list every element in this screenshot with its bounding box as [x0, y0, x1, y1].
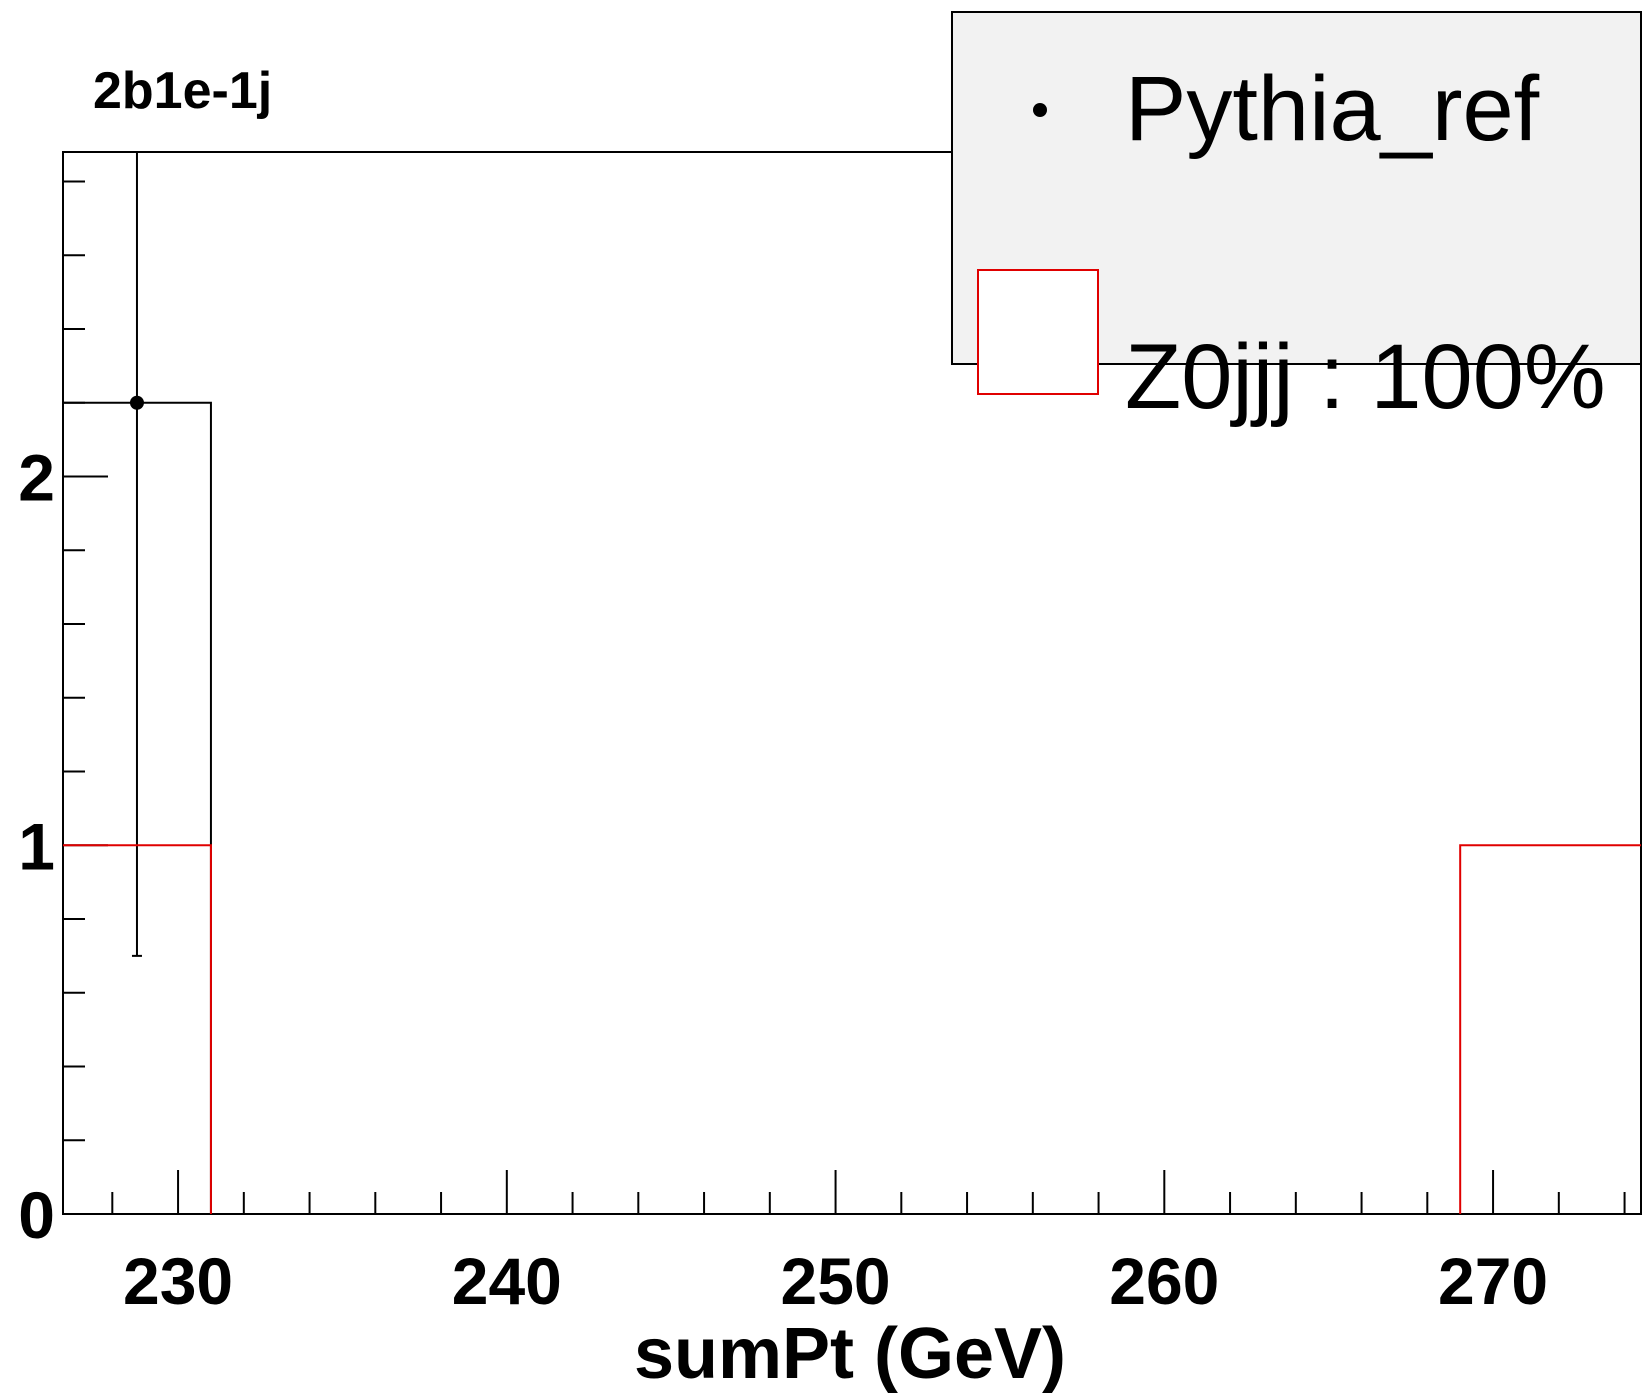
chart-title: 2b1e-1j — [93, 62, 272, 120]
z0jjj-histogram-bin — [63, 844, 212, 1214]
plot-layer: 230 240 250 260 270 0 1 2 — [18, 151, 1642, 1318]
x-tick-label: 270 — [1438, 1244, 1548, 1318]
legend-label: Pythia_ref — [1125, 58, 1540, 160]
x-tick-label: 260 — [1109, 1244, 1219, 1318]
legend-label: Z0jjj : 100% — [1125, 326, 1606, 428]
z0jjj-histogram-bin — [1459, 844, 1641, 1214]
x-tick-label: 250 — [781, 1244, 891, 1318]
legend-marker-icon — [1033, 103, 1047, 117]
y-tick-label: 2 — [18, 441, 55, 515]
pythia-ref-point — [129, 395, 144, 410]
x-tick-label: 230 — [123, 1244, 233, 1318]
legend-box-icon — [977, 269, 1099, 395]
legend: Pythia_ref Z0jjj : 100% — [951, 11, 1642, 428]
y-tick-label: 0 — [18, 1178, 55, 1252]
x-tick-label: 240 — [452, 1244, 562, 1318]
y-tick-label: 1 — [18, 809, 55, 883]
x-axis-title: sumPt (GeV) — [634, 1314, 1066, 1394]
plot-frame — [62, 151, 1642, 1215]
